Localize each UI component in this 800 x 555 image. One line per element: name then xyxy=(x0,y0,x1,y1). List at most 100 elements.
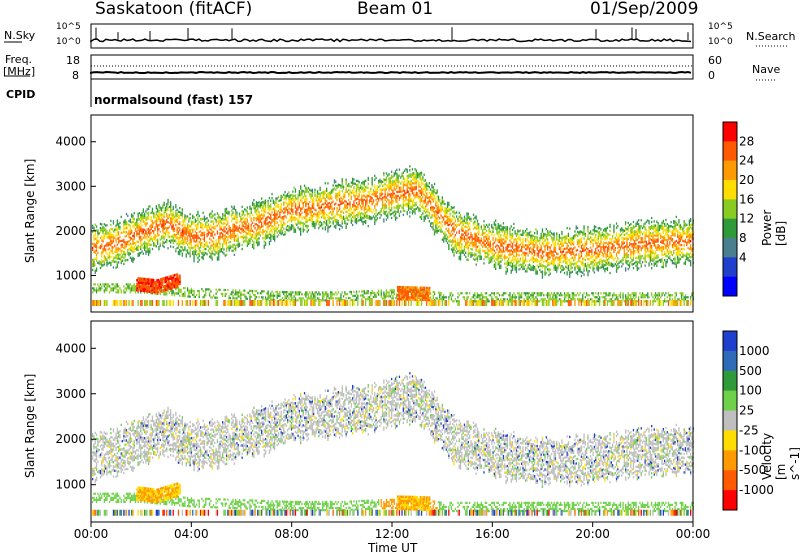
power-pixel xyxy=(345,204,347,207)
power-pixel xyxy=(159,244,161,247)
power-pixel xyxy=(199,226,202,229)
power-pixel xyxy=(393,180,395,183)
power-pixel xyxy=(345,180,347,183)
power-pixel xyxy=(498,240,501,244)
power-pixel xyxy=(110,231,112,235)
power-pixel xyxy=(392,295,394,298)
power-pixel xyxy=(374,206,376,210)
power-pixel xyxy=(284,200,286,204)
power-pixel xyxy=(345,186,347,189)
power-pixel xyxy=(345,190,347,193)
power-pixel xyxy=(162,220,164,223)
power-pixel xyxy=(306,291,308,294)
power-pixel xyxy=(414,212,416,215)
power-pixel xyxy=(220,231,222,235)
power-pixel xyxy=(331,293,333,296)
power-pixel xyxy=(353,208,355,211)
power-pixel xyxy=(276,292,278,295)
power-pixel xyxy=(224,230,226,233)
power-pixel xyxy=(198,295,200,299)
power-pixel xyxy=(430,216,432,219)
power-pixel xyxy=(331,201,333,204)
power-pixel xyxy=(235,225,237,228)
power-pixel xyxy=(518,254,520,257)
power-pixel xyxy=(469,226,471,229)
power-pixel xyxy=(458,294,460,297)
power-pixel xyxy=(368,296,371,299)
power-pixel xyxy=(358,201,360,204)
power-pixel xyxy=(166,214,168,218)
power-pixel xyxy=(176,218,178,222)
power-pixel xyxy=(383,220,385,223)
power-pixel xyxy=(433,194,436,198)
power-pixel xyxy=(332,222,334,225)
power-pixel xyxy=(439,201,441,204)
power-pixel xyxy=(452,232,454,236)
power-pixel xyxy=(264,201,267,204)
power-pixel xyxy=(506,234,508,237)
power-pixel xyxy=(339,214,341,217)
power-pixel xyxy=(388,179,390,182)
power-pixel xyxy=(428,198,430,201)
power-pixel xyxy=(489,244,492,247)
power-pixel xyxy=(107,242,109,245)
power-pixel xyxy=(394,216,397,219)
power-pixel xyxy=(175,234,177,237)
power-pixel xyxy=(267,207,269,211)
power-pixel xyxy=(98,260,100,263)
power-pixel xyxy=(177,290,180,293)
power-pixel xyxy=(379,184,381,187)
power-pixel xyxy=(283,193,285,196)
power-pixel xyxy=(198,291,200,295)
power-pixel xyxy=(274,207,276,210)
power-pixel xyxy=(267,201,269,205)
power-pixel xyxy=(311,198,313,201)
power-pixel xyxy=(210,256,212,259)
power-pixel xyxy=(162,222,164,225)
power-pixel xyxy=(488,243,490,246)
power-pixel xyxy=(162,218,164,221)
power-pixel xyxy=(146,299,148,306)
power-pixel xyxy=(214,213,216,216)
power-pixel xyxy=(192,299,194,306)
power-pixel xyxy=(170,211,172,214)
power-pixel xyxy=(162,204,164,207)
power-pixel xyxy=(170,205,172,208)
power-pixel xyxy=(159,292,161,296)
power-pixel xyxy=(292,208,294,211)
power-pixel xyxy=(374,216,376,220)
power-pixel xyxy=(418,183,420,186)
power-pixel xyxy=(129,291,131,294)
power-pixel xyxy=(138,230,141,233)
power-pixel xyxy=(277,209,280,213)
power-pixel xyxy=(276,294,278,297)
power-pixel xyxy=(157,214,159,217)
power-pixel xyxy=(470,255,472,259)
power-pixel xyxy=(225,235,228,239)
power-pixel xyxy=(383,196,385,199)
power-pixel xyxy=(258,227,260,230)
power-pixel xyxy=(212,240,215,243)
power-pixel xyxy=(267,203,269,207)
power-pixel xyxy=(172,215,174,219)
power-pixel xyxy=(227,236,229,239)
power-pixel xyxy=(450,206,453,209)
power-pixel xyxy=(337,213,339,217)
power-pixel xyxy=(103,223,105,226)
power-pixel xyxy=(480,227,482,230)
power-pixel xyxy=(440,222,442,225)
power-pixel xyxy=(175,236,177,239)
power-pixel xyxy=(294,218,297,221)
power-pixel xyxy=(108,255,111,258)
power-pixel xyxy=(284,295,286,298)
power-pixel xyxy=(206,225,208,228)
power-pixel xyxy=(445,239,447,243)
power-pixel xyxy=(271,225,273,228)
power-pixel xyxy=(322,295,324,298)
power-pixel xyxy=(449,208,451,211)
power-pixel xyxy=(142,242,144,245)
power-pixel xyxy=(504,234,506,237)
power-pixel xyxy=(311,299,313,306)
power-pixel xyxy=(305,210,307,214)
